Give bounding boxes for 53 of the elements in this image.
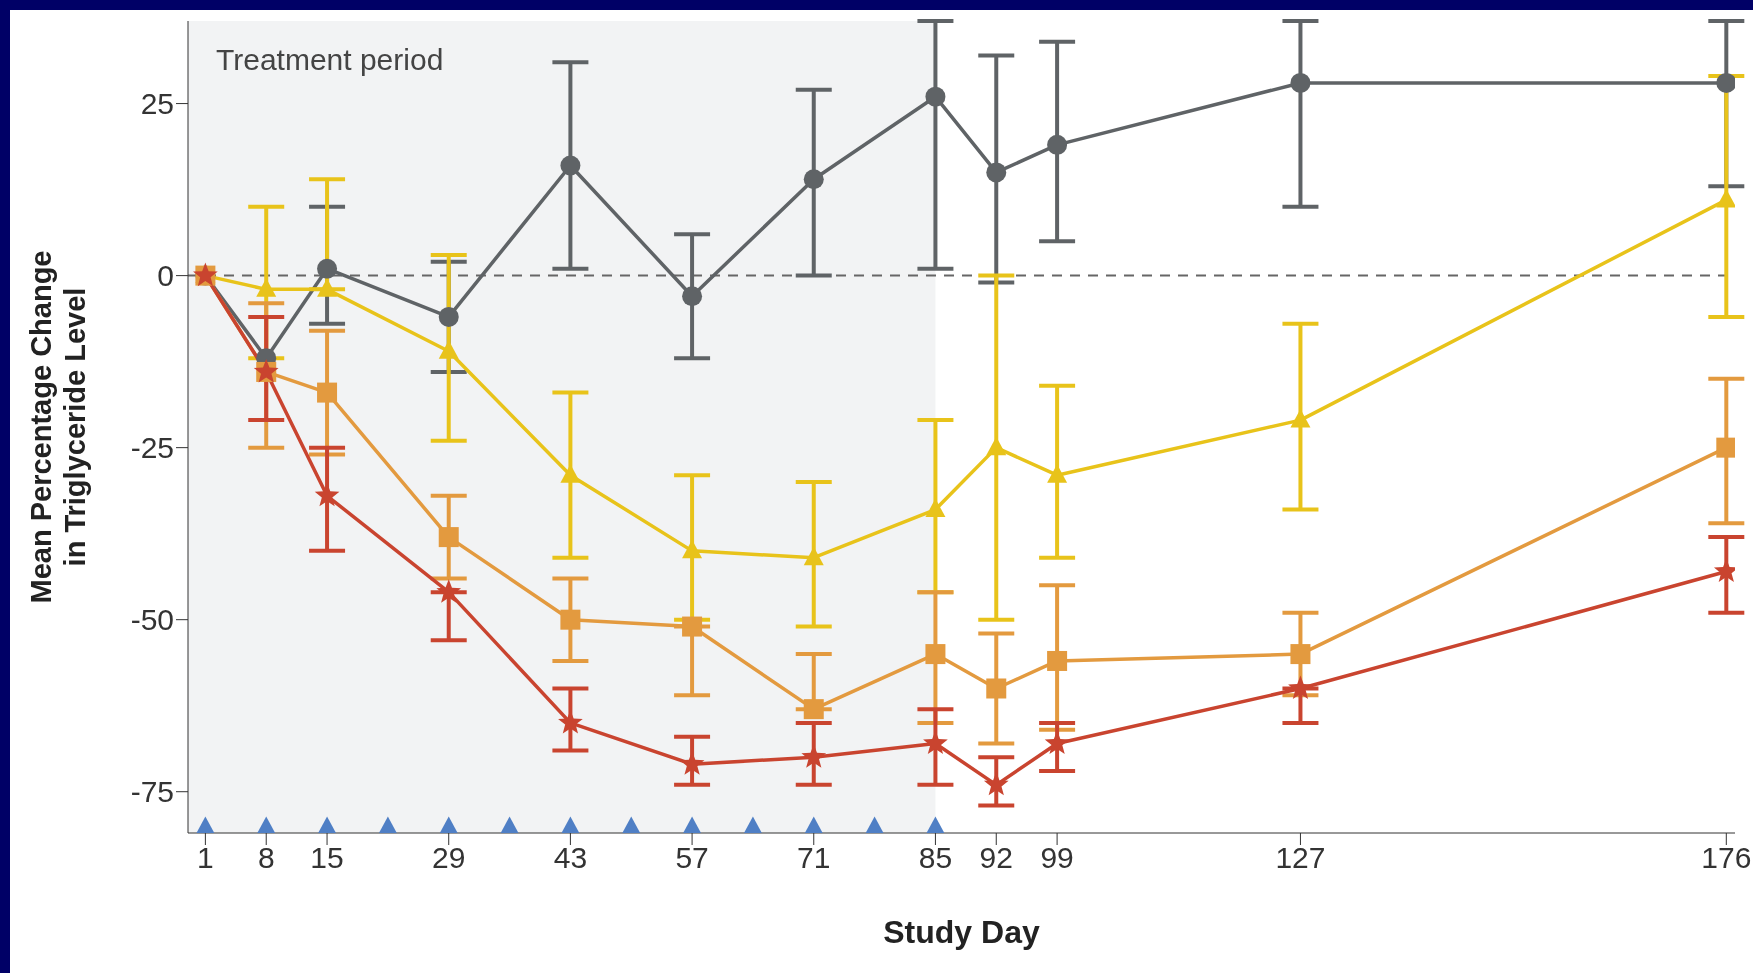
x-tick-label: 176 (1701, 841, 1752, 875)
point (438, 306, 459, 327)
y-tick-label: 0 (157, 259, 174, 293)
x-axis-title: Study Day (883, 914, 1040, 950)
x-tick-label: 1 (197, 841, 214, 875)
point (560, 609, 581, 630)
point (682, 616, 703, 637)
point (925, 86, 946, 107)
point (317, 258, 338, 279)
x-tick-label: 92 (979, 841, 1013, 875)
point (986, 678, 1007, 699)
point (317, 278, 338, 297)
point (986, 436, 1007, 456)
point (682, 539, 703, 559)
x-tick-label: 85 (918, 841, 953, 875)
point (560, 155, 581, 176)
point (1290, 72, 1311, 93)
point (682, 286, 703, 307)
point (1290, 409, 1311, 428)
point (803, 546, 824, 566)
point (1047, 464, 1068, 483)
point (1716, 72, 1735, 93)
y-tick-label: -50 (130, 603, 174, 637)
point (1288, 675, 1313, 700)
point (436, 579, 462, 603)
x-tick-label: 29 (432, 841, 466, 875)
x-tick-label: 127 (1275, 841, 1326, 875)
point (803, 699, 824, 720)
x-tick-label: 43 (553, 841, 588, 875)
point (317, 382, 338, 403)
x-tick-label: 99 (1040, 841, 1074, 875)
band-label: Treatment period (216, 43, 444, 77)
point (1047, 650, 1068, 671)
point (438, 340, 459, 359)
y-axis-title: Mean Percentage Change in Triglyceride Level (25, 250, 91, 604)
x-tick-label: 57 (675, 841, 709, 875)
point (256, 278, 277, 297)
x-tick-label: 15 (310, 841, 344, 875)
point (925, 644, 946, 665)
point (1716, 188, 1735, 208)
point (986, 162, 1007, 183)
point (560, 464, 581, 483)
point (438, 527, 459, 548)
point (1290, 644, 1311, 665)
point (1047, 134, 1068, 155)
x-tick-label: 71 (797, 841, 831, 875)
x-tick-label: 8 (257, 841, 275, 875)
point (1716, 437, 1735, 458)
point (803, 169, 824, 190)
y-tick-label: 25 (140, 87, 174, 121)
y-tick-label: -25 (130, 431, 174, 465)
point (925, 498, 946, 518)
y-tick-label: -75 (130, 775, 174, 809)
